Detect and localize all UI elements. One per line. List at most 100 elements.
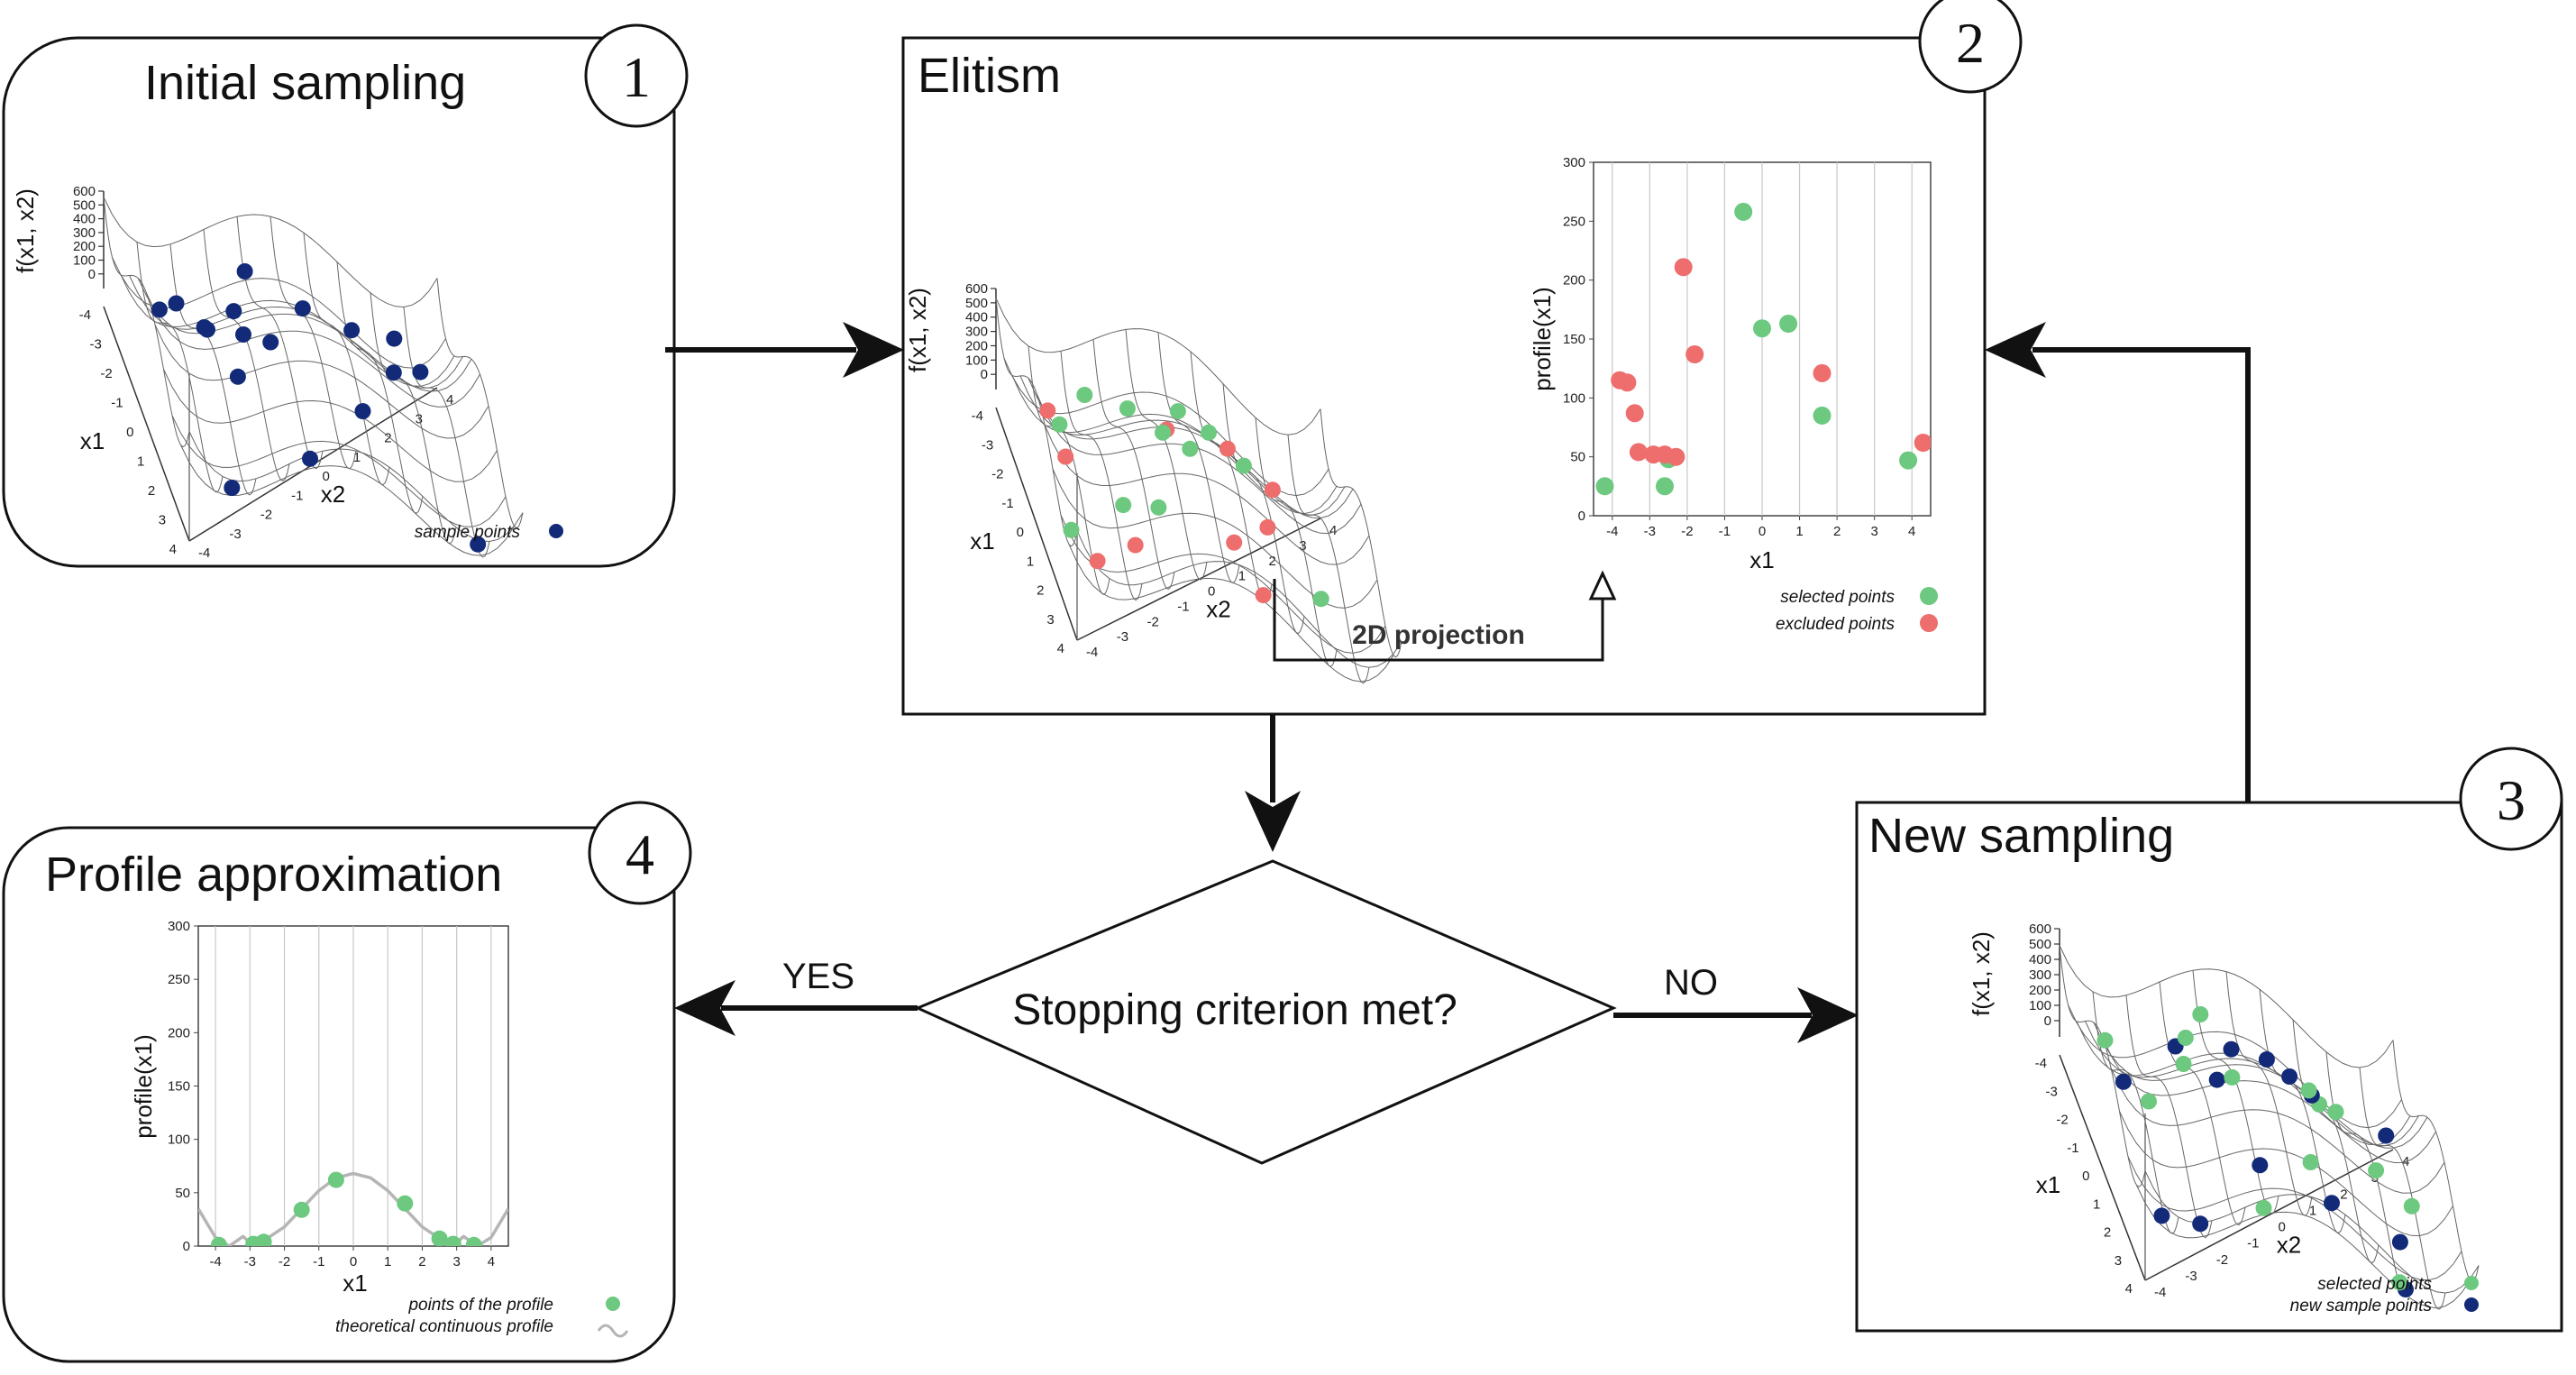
x1-axis-label: x1 [80,427,105,454]
surface-sample-point [1127,536,1144,554]
decision-node: Stopping criterion met? [914,859,1617,1165]
surface-sample-point [2300,1082,2317,1099]
z-tick-label: 500 [2029,937,2051,952]
surface-mesh-line [236,216,324,470]
x2-tick-label: -1 [1177,599,1189,614]
surface-mesh-line [336,261,424,514]
surface-sample-point [2153,1207,2170,1224]
surface-sample-point [1312,591,1329,608]
surface-sample-point [1119,400,1136,417]
profile-approximation-plot: 300 250 200 150 100 50 0 -4 -3 -2 -1 0 1 2 3 4 profile… [130,919,509,1297]
surface-sample-point [2281,1068,2298,1085]
x2-axis-line [2144,1149,2394,1281]
no-label: NO [1664,963,1718,1003]
surface-mesh-line [2259,989,2346,1233]
x-tick-label: -2 [279,1254,290,1270]
z-tick-label: 100 [965,353,988,368]
legend-selected-marker [1920,587,1938,605]
surface-mesh-line [1011,375,1338,515]
x2-tick-label: -2 [1147,614,1159,629]
x1-tick-label: -1 [2067,1141,2078,1156]
surface-sample-point [1051,416,1068,433]
y-tick-label: 150 [1563,332,1585,347]
x1-axis-line [995,407,1078,641]
panel-title: New sampling [1868,809,2174,863]
z-axis-label: f(x1, x2) [12,188,39,273]
arrowhead [674,980,735,1036]
surface-sample-point [1150,499,1167,516]
surface-mesh-line [2110,1067,2445,1194]
panel-title: Elitism [918,49,1061,103]
arrowhead [1245,791,1301,852]
decision-question: Stopping criterion met? [1012,986,1457,1034]
surface-sample-point [2192,1006,2209,1022]
surface-mesh-line [154,324,489,439]
vertical-gridlines [215,926,492,1246]
surface-mesh-line [2127,1156,2462,1281]
panel-title: Profile approximation [45,848,502,902]
step-badge [584,23,689,128]
x1-tick-label: 0 [126,425,133,440]
x-tick-label: -3 [1644,524,1656,539]
x-tick-label: -4 [209,1254,221,1270]
excluded-point [1618,373,1637,392]
arrowhead [1797,987,1859,1043]
surface-sample-point [151,301,168,318]
surface-mesh-line [2119,1111,2453,1237]
surface-sample-point [1063,521,1080,538]
surface-mesh-line [303,233,390,486]
legend-new-marker [2464,1297,2479,1312]
x1-tick-label: -4 [79,307,91,323]
x-tick-label: -1 [1719,524,1731,539]
projection-label: 2D projection [1352,620,1525,650]
surface-mesh-line [2225,971,2313,1216]
surface-sample-point [236,263,253,280]
surface-mesh-line [2085,1021,2419,1147]
surface-mesh-line [169,243,257,496]
decision-diamond [914,859,1617,1165]
x2-tick-label: 4 [446,392,453,408]
surface-sample-point [2208,1071,2225,1088]
surface-mesh-line [1320,408,1402,658]
x2-tick-label: -4 [2154,1285,2166,1300]
x1-tick-label: 0 [2082,1169,2089,1184]
z-tick-label: 300 [73,225,96,241]
legend-selected-label: selected points [1780,588,1895,607]
panel-frame [2,826,676,1363]
y-tick-label: 100 [168,1132,190,1148]
surface-sample-point [1039,402,1056,419]
surface-sample-point [2224,1068,2241,1086]
y-axis-label: profile(x1) [1529,287,1556,391]
legend-new-label: new sample points [2290,1297,2433,1315]
surface-mesh-line [2359,1067,2446,1310]
surface-sample-point [470,536,487,553]
x1-tick-label: -2 [991,467,1003,482]
profile-scatter-plot: 300 250 200 150 100 50 0 -4 -3 -2 -1 0 1 2 3 4 profile… [1529,155,1932,573]
surface-sample-point [1169,403,1186,420]
step-badge [588,801,692,905]
x2-tick-label: -3 [1117,629,1128,645]
surface-sample-point [1201,424,1217,441]
z-tick-label: 400 [2029,952,2051,967]
x2-tick-label: -4 [1086,645,1098,660]
x1-tick-label: 1 [2093,1196,2100,1212]
z-tick-label: 200 [73,239,96,254]
surface-sample-point [1264,481,1281,499]
step-number: 4 [626,822,654,886]
surface-sample-point [229,368,246,385]
surface-mesh-line [2136,1185,2471,1309]
selected-point [1656,477,1674,496]
z-tick-label: 0 [2044,1013,2051,1029]
z-tick-label: 300 [2029,967,2051,983]
x1-tick-label: -2 [2056,1113,2068,1128]
x1-tick-label: 1 [137,454,144,470]
surface-mesh-line [103,197,438,308]
surface-sample-point [1182,440,1199,457]
selected-point [1813,406,1832,425]
y-tick-label: 200 [1563,273,1585,289]
x1-tick-label: 2 [1037,583,1044,599]
x1-tick-label: 0 [1017,525,1024,540]
x1-tick-label: 3 [1046,612,1054,628]
